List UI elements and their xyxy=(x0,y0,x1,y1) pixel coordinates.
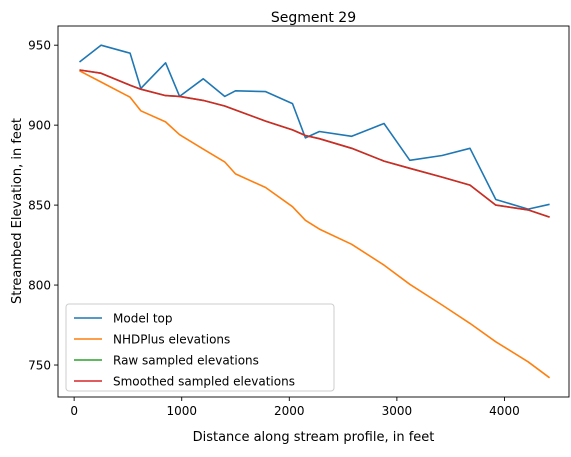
x-tick-label: 1000 xyxy=(166,404,197,418)
legend-label: Raw sampled elevations xyxy=(113,354,259,368)
plot-frame xyxy=(57,25,570,398)
y-axis: 750 800 850 900 950 xyxy=(28,39,58,373)
legend-label: Model top xyxy=(113,312,173,326)
x-axis-label: Distance along stream profile, in feet xyxy=(193,430,435,445)
series-line-4 xyxy=(79,69,550,218)
y-tick-label: 900 xyxy=(28,119,51,133)
legend-frame xyxy=(65,303,335,392)
chart-title: Segment 29 xyxy=(271,10,356,26)
x-tick-label: 0 xyxy=(70,404,78,418)
y-tick-label: 800 xyxy=(28,279,51,293)
y-axis-label: Streambed Elevation, in feet xyxy=(10,118,25,304)
series-line-2 xyxy=(79,70,551,379)
y-tick-label: 950 xyxy=(28,39,51,53)
x-tick-label: 4000 xyxy=(489,404,520,418)
plot-area xyxy=(79,44,551,379)
y-tick-label: 750 xyxy=(28,359,51,373)
y-tick-label: 850 xyxy=(28,199,51,213)
x-axis: 0 1000 2000 3000 4000 xyxy=(70,397,520,418)
series-line-1 xyxy=(79,44,550,210)
legend-label: NHDPlus elevations xyxy=(113,333,230,347)
legend: Model top NHDPlus elevations Raw sampled e… xyxy=(65,303,335,392)
legend-label: Smoothed sampled elevations xyxy=(113,375,295,389)
x-tick-label: 2000 xyxy=(274,404,305,418)
x-tick-label: 3000 xyxy=(382,404,413,418)
